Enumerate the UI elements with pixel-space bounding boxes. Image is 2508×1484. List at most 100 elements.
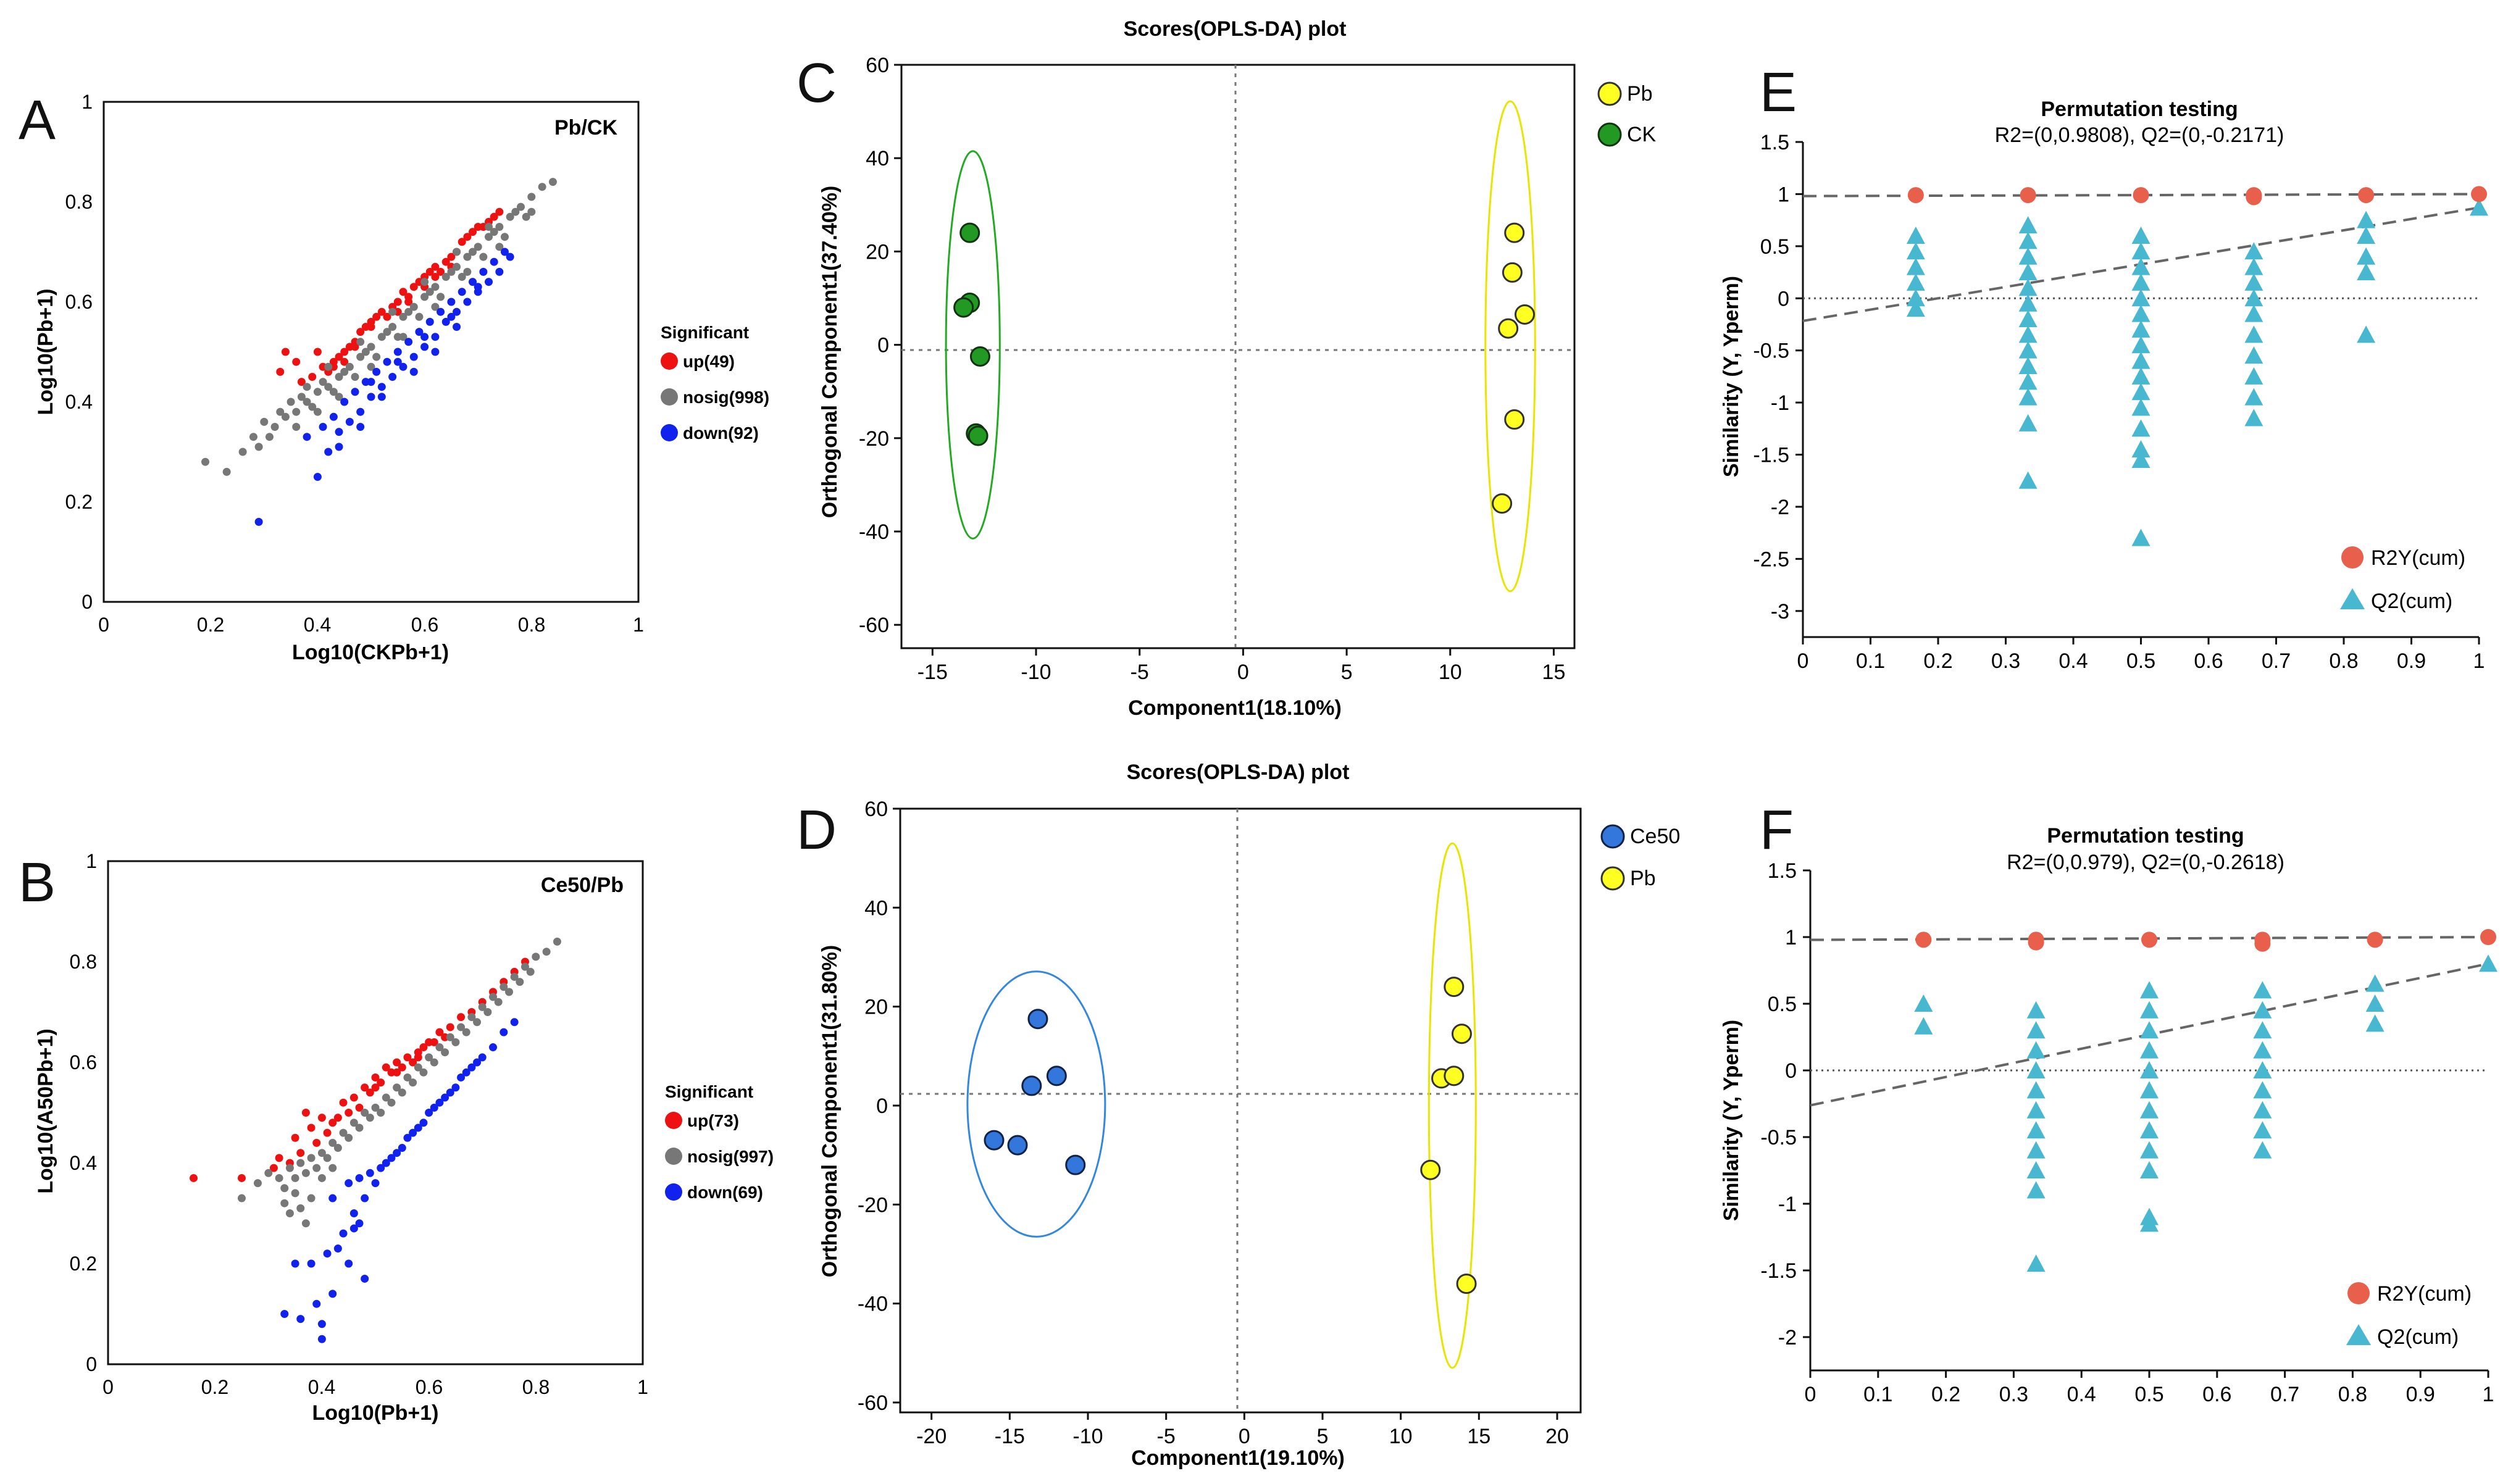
- y-tick-label: -2.5: [1753, 548, 1789, 571]
- confidence-ellipse: [1427, 842, 1477, 1369]
- x-tick-label: -5: [1131, 661, 1149, 684]
- data-point: [399, 362, 408, 371]
- x-tick-label: 1: [2483, 1383, 2494, 1406]
- y-tick-label: 0.6: [65, 291, 93, 313]
- data-point: [345, 1133, 353, 1142]
- data-point: [520, 962, 529, 971]
- y-tick-label: 0.8: [70, 951, 97, 973]
- data-point: [441, 1093, 449, 1102]
- data-point: [435, 1043, 444, 1052]
- data-point: [371, 1103, 380, 1112]
- data-point: [457, 1073, 466, 1082]
- q2-point: [2131, 440, 2151, 458]
- panel-e-points: [1906, 186, 2488, 546]
- data-point: [431, 273, 440, 281]
- q2-point: [2131, 398, 2151, 416]
- data-point: [393, 348, 402, 356]
- data-point: [489, 1043, 498, 1052]
- data-point: [500, 1028, 508, 1036]
- data-point: [441, 317, 450, 326]
- data-point: [516, 202, 525, 211]
- q2-point: [2140, 1061, 2159, 1078]
- data-point: [367, 378, 375, 386]
- data-point: [361, 1274, 369, 1283]
- data-point: [269, 1164, 278, 1172]
- q2-point: [2253, 1141, 2272, 1159]
- data-point: [469, 278, 477, 286]
- data-point: [371, 1083, 380, 1092]
- data-point: [281, 348, 290, 356]
- data-point: [351, 373, 359, 381]
- data-point: [483, 1008, 492, 1016]
- data-point: [377, 1078, 385, 1087]
- data-point: [474, 283, 482, 291]
- q2-point: [2018, 231, 2038, 249]
- data-point: [291, 1259, 299, 1268]
- data-point: [453, 248, 461, 256]
- score-point: [1046, 1065, 1067, 1086]
- q2-point: [2131, 304, 2151, 322]
- panel-b-xlabel: Log10(Pb+1): [312, 1401, 439, 1425]
- q2-point: [1906, 273, 1925, 291]
- q2-point: [2253, 1061, 2272, 1078]
- y-tick-label: 40: [866, 147, 889, 170]
- q2-point: [2357, 263, 2376, 281]
- data-point: [296, 1204, 305, 1212]
- q2-point: [1914, 994, 1933, 1012]
- x-tick-label: 15: [1542, 661, 1566, 684]
- data-point: [431, 302, 440, 311]
- data-point: [463, 233, 472, 241]
- data-point: [469, 228, 477, 236]
- y-tick-label: 1: [1785, 926, 1797, 949]
- q2-point: [2026, 1101, 2046, 1119]
- data-point: [366, 1088, 374, 1097]
- y-tick-label: 0.5: [1760, 235, 1789, 259]
- data-point: [328, 1164, 337, 1172]
- q2-point: [2253, 1101, 2272, 1119]
- data-point: [467, 1063, 476, 1072]
- data-point: [312, 1164, 321, 1172]
- data-point: [393, 357, 402, 366]
- data-point: [393, 1083, 401, 1092]
- score-point: [1065, 1154, 1086, 1175]
- data-point: [409, 367, 418, 376]
- x-tick-label: 15: [1467, 1425, 1490, 1448]
- panel-c-legend: Pb CK: [1597, 81, 1657, 147]
- data-point: [333, 1114, 342, 1122]
- data-point: [490, 257, 498, 266]
- data-point: [324, 383, 333, 391]
- data-point: [404, 338, 413, 346]
- score-point: [968, 425, 989, 446]
- data-point: [430, 1103, 438, 1112]
- legend-marker-nosig: [665, 1148, 682, 1165]
- x-tick-label: 0.4: [308, 1376, 335, 1398]
- panel-d-ticks: -20 -15 -10 -5 0 5 10 15 20 -60 -40 -20 0 20 40 60: [858, 798, 1569, 1448]
- y-tick-label: 0: [1778, 287, 1789, 311]
- data-point: [495, 207, 504, 216]
- panel-b-letter: B: [19, 852, 56, 914]
- x-tick-label: 0.8: [518, 614, 545, 636]
- data-point: [335, 352, 343, 361]
- y-tick-label: 0.5: [1768, 993, 1797, 1016]
- data-point: [415, 328, 424, 336]
- data-point: [292, 407, 301, 416]
- data-point: [458, 288, 466, 296]
- q2-point: [2357, 325, 2376, 343]
- data-point: [349, 1209, 358, 1217]
- score-point: [1451, 1023, 1472, 1044]
- panel-f-ylabel: Similarity (Y, Yperm): [1720, 1020, 1743, 1221]
- data-point: [265, 433, 274, 441]
- q2-point: [2018, 247, 2038, 265]
- data-point: [527, 207, 536, 216]
- data-point: [409, 302, 418, 311]
- x-tick-label: 0.2: [197, 614, 224, 636]
- data-point: [345, 417, 354, 426]
- data-point: [441, 273, 450, 281]
- data-point: [437, 293, 445, 301]
- x-tick-label: 0.6: [2194, 649, 2223, 673]
- x-tick-label: 0.7: [2262, 649, 2291, 673]
- data-point: [415, 312, 424, 321]
- data-point: [345, 1179, 353, 1188]
- q2-point: [2253, 981, 2272, 999]
- x-tick-label: 0: [1237, 661, 1249, 684]
